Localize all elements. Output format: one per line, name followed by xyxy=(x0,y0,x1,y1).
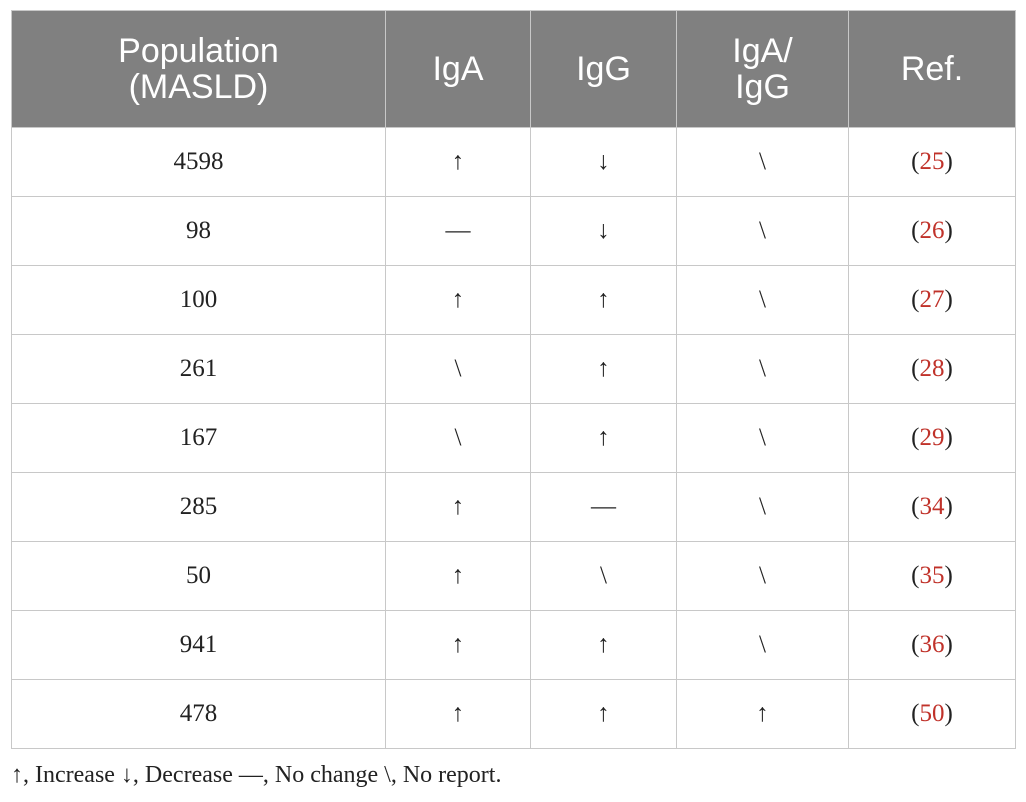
ref-cell: (28) xyxy=(848,334,1016,404)
igg-cell: \ xyxy=(530,541,677,611)
table-row: 50 ↑ \ \ (35) xyxy=(11,541,1016,611)
data-table: Population (MASLD) IgA IgG IgA/ IgG Ref.… xyxy=(11,10,1016,749)
iga-cell: ↑ xyxy=(385,265,531,335)
igg-cell: ↑ xyxy=(530,334,677,404)
header-line: Ref. xyxy=(900,50,964,88)
header-line: IgG xyxy=(576,50,631,88)
table-row: 285 ↑ — \ (34) xyxy=(11,472,1016,542)
population-cell: 50 xyxy=(11,541,386,611)
ref-link[interactable]: 28 xyxy=(919,355,945,382)
igg-cell: ↑ xyxy=(530,403,677,473)
table-row: 261 \ ↑ \ (28) xyxy=(11,334,1016,404)
iga-igg-cell: \ xyxy=(676,196,849,266)
table-row: 98— ↓ \ (26) xyxy=(11,196,1016,266)
population-cell: 100 xyxy=(11,265,386,335)
table-header: Population (MASLD) IgA IgG IgA/ IgG Ref. xyxy=(11,10,1016,128)
header-igg: IgG xyxy=(530,10,677,128)
table-row: 941 ↑ ↑ \ (36) xyxy=(11,610,1016,680)
iga-cell: ↑ xyxy=(385,610,531,680)
header-population: Population (MASLD) xyxy=(11,10,386,128)
iga-cell: ↑ xyxy=(385,127,531,197)
ref-cell: (27) xyxy=(848,265,1016,335)
iga-igg-cell: \ xyxy=(676,610,849,680)
ref-cell: (35) xyxy=(848,541,1016,611)
population-cell: 261 xyxy=(11,334,386,404)
header-line: (MASLD) xyxy=(128,68,269,106)
igg-cell: ↑ xyxy=(530,265,677,335)
iga-igg-cell: ↑ xyxy=(676,679,849,749)
ref-cell: (34) xyxy=(848,472,1016,542)
ref-link[interactable]: 29 xyxy=(919,424,945,451)
table-row: 100 ↑ ↑ \ (27) xyxy=(11,265,1016,335)
header-line: IgG xyxy=(735,68,790,106)
population-cell: 167 xyxy=(11,403,386,473)
header-line: IgA/ xyxy=(732,32,793,70)
igg-cell: ↑ xyxy=(530,679,677,749)
iga-cell: ↑ xyxy=(385,541,531,611)
header-ref: Ref. xyxy=(848,10,1016,128)
ref-link[interactable]: 26 xyxy=(919,217,945,244)
ref-link[interactable]: 25 xyxy=(919,148,945,175)
table-container: Population (MASLD) IgA IgG IgA/ IgG Ref.… xyxy=(11,10,1016,749)
table-footnote: ↑, Increase ↓, Decrease —, No change \, … xyxy=(11,762,502,788)
table-row: 478 ↑ ↑ ↑ (50) xyxy=(11,679,1016,749)
iga-igg-cell: \ xyxy=(676,403,849,473)
header-row: Population (MASLD) IgA IgG IgA/ IgG Ref. xyxy=(11,10,1016,128)
population-cell: 285 xyxy=(11,472,386,542)
iga-cell: \ xyxy=(385,403,531,473)
header-line: Population xyxy=(118,32,279,70)
iga-igg-cell: \ xyxy=(676,541,849,611)
ref-cell: (25) xyxy=(848,127,1016,197)
ref-link[interactable]: 36 xyxy=(919,631,945,658)
ref-cell: (29) xyxy=(848,403,1016,473)
table-body: 4598 ↑ ↓ \ (25) 98— ↓ \ (26) 100 ↑ ↑ \ (27) 261 \ ↑ \ (28)… xyxy=(11,127,1016,749)
iga-igg-cell: \ xyxy=(676,265,849,335)
ref-link[interactable]: 27 xyxy=(919,286,945,313)
igg-cell: ↓ xyxy=(530,196,677,266)
ref-link[interactable]: 34 xyxy=(919,493,945,520)
iga-cell: ↑ xyxy=(385,679,531,749)
igg-cell: ↓ xyxy=(530,127,677,197)
population-cell: 4598 xyxy=(11,127,386,197)
population-cell: 478 xyxy=(11,679,386,749)
iga-igg-cell: \ xyxy=(676,127,849,197)
iga-cell: ↑ xyxy=(385,472,531,542)
header-iga-igg: IgA/ IgG xyxy=(676,10,849,128)
population-cell: 98 xyxy=(11,196,386,266)
population-cell: 941 xyxy=(11,610,386,680)
ref-link[interactable]: 35 xyxy=(919,562,945,589)
ref-link[interactable]: 50 xyxy=(919,700,945,727)
iga-igg-cell: \ xyxy=(676,334,849,404)
ref-cell: (26) xyxy=(848,196,1016,266)
igg-cell: — xyxy=(530,472,677,542)
ref-cell: (36) xyxy=(848,610,1016,680)
header-line: IgA xyxy=(432,50,484,88)
iga-cell: \ xyxy=(385,334,531,404)
iga-cell: — xyxy=(385,196,531,266)
iga-igg-cell: \ xyxy=(676,472,849,542)
ref-cell: (50) xyxy=(848,679,1016,749)
table-row: 4598 ↑ ↓ \ (25) xyxy=(11,127,1016,197)
table-row: 167 \ ↑ \ (29) xyxy=(11,403,1016,473)
igg-cell: ↑ xyxy=(530,610,677,680)
header-iga: IgA xyxy=(385,10,531,128)
